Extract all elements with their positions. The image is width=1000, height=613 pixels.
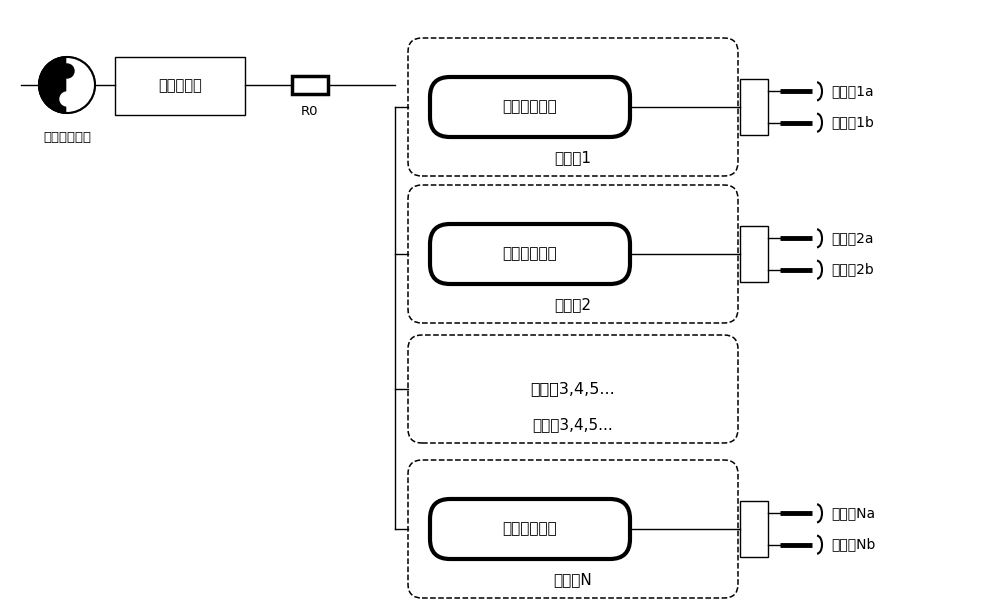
Text: 交流电源输入: 交流电源输入 [43,131,91,144]
Text: 充电枪1b: 充电枪1b [831,116,874,130]
FancyBboxPatch shape [430,77,630,137]
Bar [740,501,768,557]
Text: 充电枪Nb: 充电枪Nb [831,538,875,552]
Text: 充电桩3,4,5...: 充电桩3,4,5... [531,381,615,397]
FancyBboxPatch shape [430,224,630,284]
Bar [115,57,245,115]
FancyBboxPatch shape [408,38,738,176]
Text: 充电枪2a: 充电枪2a [831,231,874,245]
Polygon shape [67,57,95,113]
Circle shape [60,64,74,78]
Text: 充电桩1: 充电桩1 [554,151,592,166]
Polygon shape [39,57,67,113]
Text: 桩内功能模块: 桩内功能模块 [503,522,557,536]
FancyBboxPatch shape [408,185,738,323]
Circle shape [60,92,74,106]
Text: R0: R0 [301,105,319,118]
Bar [740,79,768,135]
Text: 桩内功能模块: 桩内功能模块 [503,99,557,115]
Text: 充电枪1a: 充电枪1a [831,85,874,98]
Text: 桩内功能模块: 桩内功能模块 [503,246,557,262]
Bar [292,76,328,94]
FancyBboxPatch shape [408,460,738,598]
Text: 交流计量点: 交流计量点 [158,78,202,94]
Text: 充电桩3,4,5...: 充电桩3,4,5... [533,417,613,433]
Text: 充电桩N: 充电桩N [554,573,592,587]
Bar [740,226,768,282]
Text: 充电枪Na: 充电枪Na [831,506,875,520]
FancyBboxPatch shape [430,499,630,559]
Text: 充电桩2: 充电桩2 [554,297,592,313]
Text: 充电枪2b: 充电枪2b [831,263,874,276]
FancyBboxPatch shape [408,335,738,443]
